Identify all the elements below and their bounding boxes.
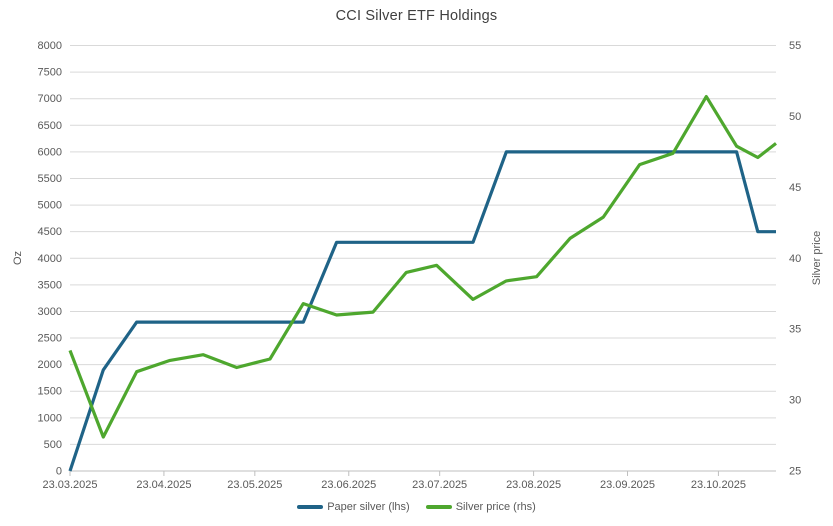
legend-label: Paper silver (lhs) <box>327 501 410 513</box>
y-left-tick-label: 7000 <box>38 93 62 105</box>
y-axis-title-left: Oz <box>12 250 24 266</box>
legend-item: Silver price (rhs) <box>425 501 536 513</box>
legend-item: Paper silver (lhs) <box>297 501 410 513</box>
y-right-tick-label: 50 <box>789 111 801 123</box>
y-left-tick-label: 500 <box>44 439 62 451</box>
y-left-tick-label: 2000 <box>38 359 62 371</box>
y-right-tick-label: 55 <box>789 40 801 52</box>
y-right-tick-label: 35 <box>789 324 801 336</box>
y-right-tick-label: 30 <box>789 395 801 407</box>
y-axis-title-right: Silver price <box>811 230 823 286</box>
x-tick-label: 23.05.2025 <box>227 479 282 491</box>
y-right-tick-label: 45 <box>789 182 801 194</box>
y-left-tick-label: 8000 <box>38 40 62 52</box>
y-left-tick-label: 4000 <box>38 253 62 265</box>
x-tick-label: 23.04.2025 <box>136 479 191 491</box>
x-tick-label: 23.10.2025 <box>691 479 746 491</box>
y-left-tick-label: 7500 <box>38 67 62 79</box>
chart-title: CCI Silver ETF Holdings <box>335 8 498 24</box>
x-tick-label: 23.08.2025 <box>506 479 561 491</box>
y-left-tick-label: 4500 <box>38 226 62 238</box>
y-left-tick-label: 2500 <box>38 333 62 345</box>
x-tick-label: 23.07.2025 <box>412 479 467 491</box>
x-tick-label: 23.06.2025 <box>321 479 376 491</box>
series-line-paper-silver <box>68 150 776 472</box>
y-left-tick-label: 3500 <box>38 279 62 291</box>
legend-swatch <box>297 505 324 509</box>
y-left-tick-label: 0 <box>56 466 62 478</box>
y-left-tick-label: 1500 <box>38 386 62 398</box>
y-left-tick-label: 6000 <box>38 146 62 158</box>
legend-swatch <box>425 505 452 509</box>
x-tick-label: 23.03.2025 <box>42 479 97 491</box>
y-right-tick-label: 40 <box>789 253 801 265</box>
y-left-tick-label: 6500 <box>38 120 62 132</box>
series-line-silver-price <box>68 94 777 439</box>
legend: Paper silver (lhs) Silver price (rhs) <box>0 501 833 513</box>
y-left-tick-label: 1000 <box>38 412 62 424</box>
y-left-tick-label: 5000 <box>38 200 62 212</box>
x-tick-label: 23.09.2025 <box>600 479 655 491</box>
legend-label: Silver price (rhs) <box>455 501 536 513</box>
y-left-tick-label: 5500 <box>38 173 62 185</box>
y-left-tick-label: 3000 <box>38 306 62 318</box>
y-right-tick-label: 25 <box>789 466 801 478</box>
